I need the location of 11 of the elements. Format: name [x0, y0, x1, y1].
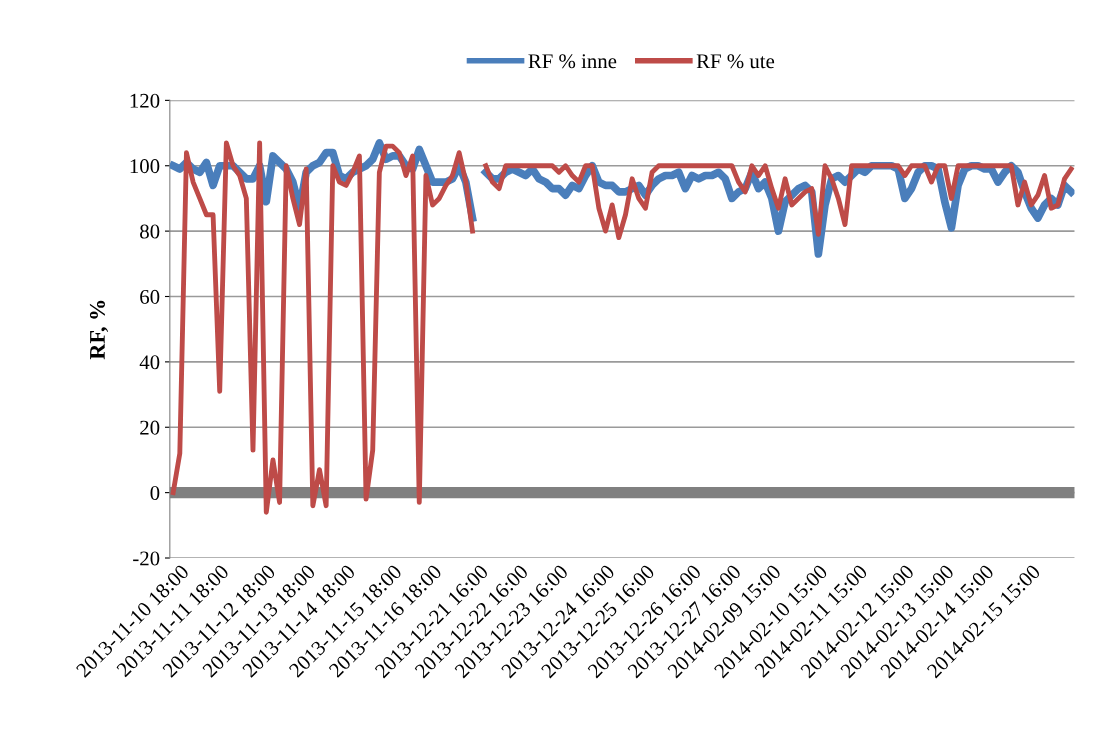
- y-tick-label: 80: [140, 224, 160, 239]
- y-tick-label: 120: [130, 93, 160, 108]
- y-tick-label: 20: [140, 420, 160, 435]
- y-tick-label: 40: [139, 355, 160, 370]
- y-axis-title: RF, %: [89, 300, 109, 360]
- y-tick-label: 60: [140, 289, 160, 304]
- y-tick-label: -20: [133, 551, 160, 566]
- y-tick-label: 100: [130, 159, 160, 174]
- y-tick-label: 0: [150, 486, 160, 501]
- legend-label: RF % inne: [528, 54, 617, 69]
- legend-label: RF % ute: [696, 54, 775, 69]
